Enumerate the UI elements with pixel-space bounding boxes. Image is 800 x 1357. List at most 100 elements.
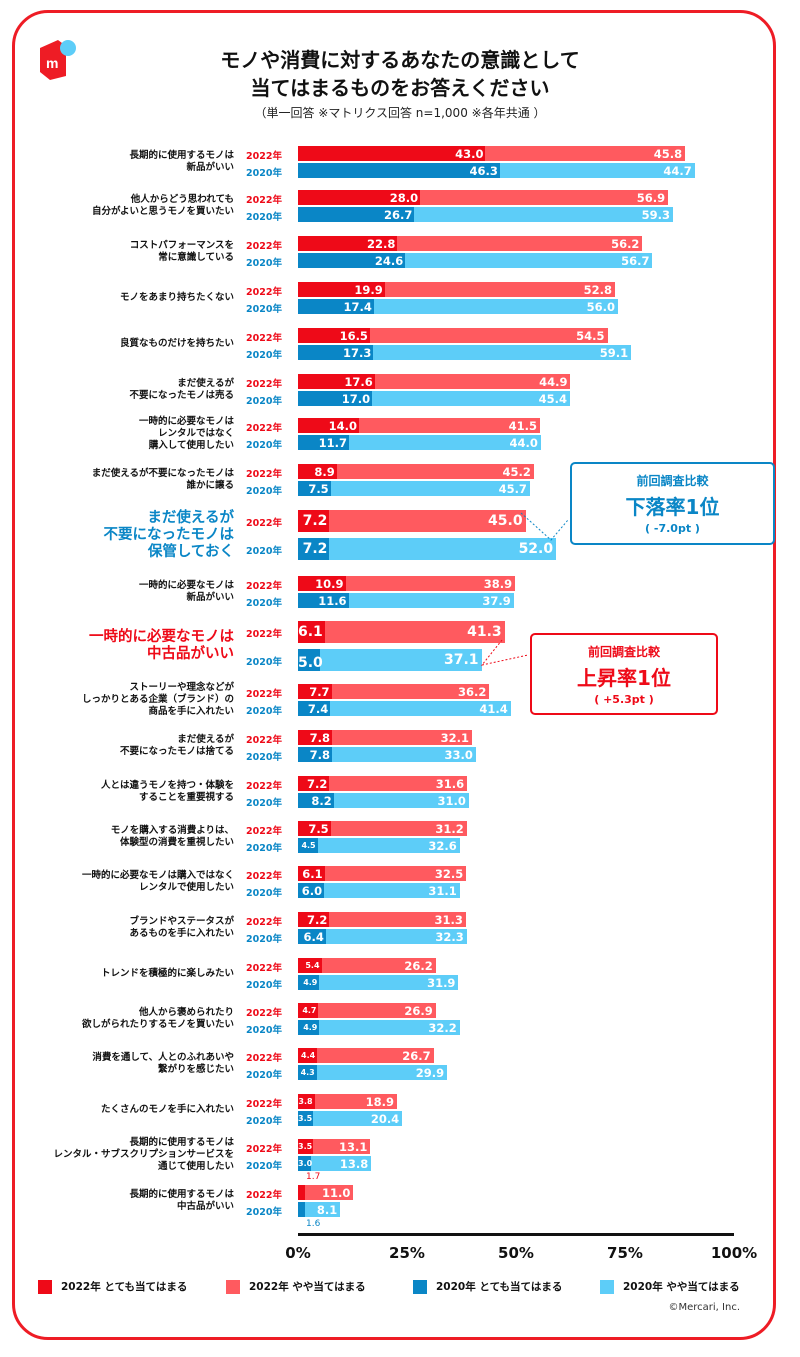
bar-2020年 とても当てはまる — [298, 391, 373, 406]
bar-2022年 やや当てはまる — [329, 776, 468, 791]
year-label-2020: 2020年 — [246, 1069, 282, 1081]
bar-2022年 とても当てはまる — [298, 510, 330, 532]
category-label: 長期的に使用するモノは 中古品がいい — [129, 1189, 234, 1212]
data-label: 31.2 — [435, 821, 464, 836]
year-label-2020: 2020年 — [246, 797, 282, 809]
data-label: 32.5 — [434, 866, 464, 881]
data-label: 32.1 — [440, 730, 469, 745]
bar-2020年 やや当てはまる — [329, 538, 557, 560]
year-label-2022: 2022年 — [246, 1098, 282, 1110]
data-label: 37.1 — [444, 652, 479, 668]
bar-2022年 やや当てはまる — [332, 730, 472, 745]
bar-2020年 とても当てはまる — [298, 929, 326, 944]
year-label-2022: 2022年 — [246, 1143, 282, 1155]
bar-2020年 とても当てはまる — [298, 649, 320, 671]
bar-2022年 とても当てはまる — [298, 282, 385, 297]
year-label-2020: 2020年 — [246, 395, 282, 407]
year-label-2022: 2022年 — [246, 1007, 282, 1019]
data-label: 38.9 — [483, 576, 513, 591]
bar-2020年 やや当てはまる — [324, 883, 460, 898]
year-label-2022: 2022年 — [246, 1052, 282, 1064]
data-label: 33.0 — [444, 747, 473, 762]
data-label: 31.9 — [427, 975, 456, 990]
data-label: 24.6 — [374, 253, 404, 268]
data-label: 4.5 — [301, 840, 316, 850]
data-label: 31.3 — [434, 912, 463, 927]
bar-2022年 とても当てはまる — [298, 374, 375, 389]
data-label: 59.1 — [599, 345, 629, 360]
bar-2020年 やや当てはまる — [319, 975, 459, 990]
year-label-2020: 2020年 — [246, 546, 282, 557]
bar-2020年 やや当てはまる — [316, 1065, 448, 1080]
category-label: ストーリーや理念などが しっかりとある企業（ブランド）の 商品を手に入れたい — [81, 682, 234, 717]
year-label-2020: 2020年 — [246, 842, 282, 854]
bar-2022年 とても当てはまる — [298, 464, 337, 479]
data-label: 17.6 — [344, 374, 373, 389]
data-label: 3.0 — [298, 1158, 313, 1168]
bar-2022年 やや当てはまる — [369, 328, 608, 343]
mercari-logo-icon: m — [40, 40, 76, 80]
data-label: 8.1 — [316, 1202, 338, 1217]
bar-2022年 やや当てはまる — [324, 866, 467, 881]
bar-2020年 やや当てはまる — [313, 1111, 403, 1126]
data-label: 18.9 — [365, 1094, 394, 1109]
data-label: 20.4 — [370, 1111, 400, 1126]
data-label: 46.3 — [469, 163, 498, 178]
bar-2020年 とても当てはまる — [298, 299, 374, 314]
category-label: たくさんのモノを手に入れたい — [100, 1104, 234, 1115]
data-label: 26.7 — [402, 1048, 431, 1063]
bar-2022年 やや当てはまる — [318, 1003, 436, 1018]
bar-2022年 とても当てはまる — [298, 576, 346, 591]
data-label: 41.4 — [479, 701, 508, 716]
data-label: 11.0 — [321, 1185, 351, 1200]
chart-title-line-1: モノや消費に対するあなたの意識として — [220, 48, 580, 72]
data-label: 17.3 — [343, 345, 372, 360]
bar-2020年 とても当てはまる — [298, 538, 330, 560]
x-tick-label: 75% — [607, 1244, 643, 1262]
bar-2022年 とても当てはまる — [298, 1003, 319, 1018]
category-label: 長期的に使用するモノは レンタル・サブスクリプションサービスを 通じて使用したい — [53, 1137, 234, 1172]
bar-2020年 やや当てはまる — [348, 593, 514, 608]
data-label: 6.1 — [298, 624, 323, 640]
bar-2022年 とても当てはまる — [298, 621, 325, 643]
data-label: 45.7 — [498, 481, 527, 496]
year-label-2022: 2022年 — [246, 150, 282, 162]
bar-2020年 やや当てはまる — [319, 1020, 460, 1035]
data-label: 3.8 — [298, 1096, 313, 1106]
legend-swatch — [226, 1279, 240, 1294]
data-label: 4.9 — [303, 977, 318, 987]
bar-2020年 とても当てはまる — [298, 345, 374, 360]
bar-2022年 やや当てはまる — [317, 1048, 434, 1063]
category-label: まだ使えるが 不要になったモノは売る — [129, 378, 234, 401]
data-label: 5.0 — [298, 655, 323, 671]
year-label-2022: 2022年 — [246, 870, 282, 882]
bar-2020年 とても当てはまる — [298, 1111, 314, 1126]
bar-2020年 やや当てはまる — [319, 649, 482, 671]
bar-2022年 やや当てはまる — [336, 464, 534, 479]
bar-2020年 やや当てはまる — [373, 345, 632, 360]
bar-2020年 とても当てはまる — [298, 883, 325, 898]
year-label-2022: 2022年 — [246, 518, 282, 529]
red-frame — [12, 10, 776, 1340]
svg-text:m: m — [46, 55, 58, 71]
bar-2022年 とても当てはまる — [298, 821, 331, 836]
bar-2020年 とても当てはまる — [298, 481, 331, 496]
legend-swatch — [600, 1279, 614, 1294]
bar-2020年 やや当てはまる — [373, 299, 619, 314]
year-label-2020: 2020年 — [246, 979, 282, 991]
category-label: 良質なものだけを持ちたい — [119, 338, 234, 349]
data-label: 54.5 — [576, 328, 605, 343]
year-label-2020: 2020年 — [246, 657, 282, 668]
legend-swatch — [38, 1279, 52, 1294]
data-label: 43.0 — [455, 146, 484, 161]
bar-2020年 やや当てはまる — [372, 391, 571, 406]
data-label: 13.1 — [338, 1139, 368, 1154]
data-label: 11.6 — [318, 593, 347, 608]
bar-2022年 やや当てはまる — [329, 912, 466, 927]
year-label-2022: 2022年 — [246, 734, 282, 746]
data-label: 11.7 — [318, 435, 347, 450]
legend-label: 2022年 とても当てはまる — [61, 1281, 188, 1293]
bar-2022年 やや当てはまる — [330, 821, 467, 836]
year-label-2020: 2020年 — [246, 257, 282, 269]
legend-item: 2020年 やや当てはまる — [600, 1279, 740, 1294]
